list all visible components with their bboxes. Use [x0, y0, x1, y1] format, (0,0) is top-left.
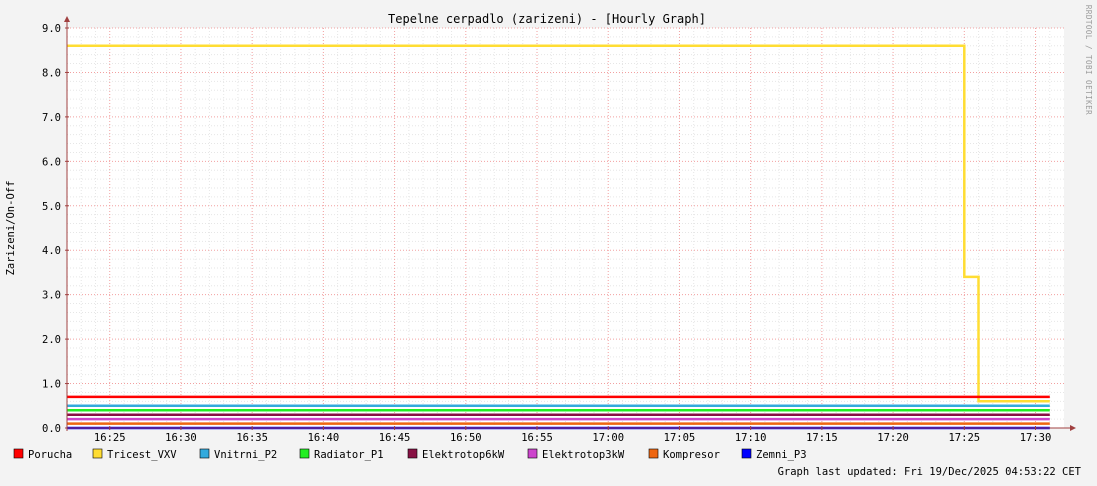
legend-swatch: [199, 448, 210, 459]
x-tick-labels: 16:25 16:30 16:35 16:40 16:45 16:50 16:55 17:00…: [94, 432, 1051, 444]
legend-item-radiator-p1: Radiator_P1: [299, 448, 384, 461]
legend-label: Kompresor: [663, 449, 720, 461]
y-tick-label: 3.0: [42, 290, 61, 302]
y-tick-label: 9.0: [42, 23, 61, 35]
legend-item-vnitrni-p2: Vnitrni_P2: [199, 448, 277, 461]
legend-swatch: [741, 448, 752, 459]
x-tick-label: 17:15: [806, 432, 838, 444]
y-tick-label: 4.0: [42, 245, 61, 257]
y-tick-label: 2.0: [42, 334, 61, 346]
x-tick-label: 17:30: [1020, 432, 1052, 444]
x-tick-label: 16:50: [450, 432, 482, 444]
y-tick-label: 1.0: [42, 379, 61, 391]
legend-swatch: [527, 448, 538, 459]
legend-swatch: [407, 448, 418, 459]
last-updated: Graph last updated: Fri 19/Dec/2025 04:5…: [778, 466, 1082, 478]
watermark: RRDTOOL / TOBI OETIKER: [1084, 5, 1093, 115]
axes: [64, 16, 1076, 431]
y-tick-label: 7.0: [42, 112, 61, 124]
y-axis-label: Zarizeni/On-Off: [5, 181, 17, 276]
chart-title: Tepelne cerpadlo (zarizeni) - [Hourly Gr…: [388, 12, 706, 26]
legend-swatch: [299, 448, 310, 459]
legend-swatch: [92, 448, 103, 459]
legend: Porucha Tricest_VXV Vnitrni_P2 Radiator_P1 E…: [13, 448, 807, 461]
y-axis-arrow: [64, 16, 70, 22]
legend-label: Elektrotop6kW: [422, 449, 505, 461]
grid: [67, 27, 1064, 428]
y-tick-label: 5.0: [42, 201, 61, 213]
x-tick-label: 16:30: [165, 432, 197, 444]
legend-label: Zemni_P3: [756, 449, 807, 461]
legend-item-kompresor: Kompresor: [648, 448, 720, 461]
x-tick-label: 16:25: [94, 432, 126, 444]
legend-item-elektrotop6kw: Elektrotop6kW: [407, 448, 505, 461]
legend-swatch: [13, 448, 24, 459]
legend-item-tricest-vxv: Tricest_VXV: [92, 448, 177, 461]
series-line-tricest-vxv: [67, 44, 1050, 403]
x-axis-arrow: [1070, 425, 1076, 431]
x-tick-label: 17:00: [592, 432, 624, 444]
x-tick-label: 17:05: [664, 432, 696, 444]
legend-label: Elektrotop3kW: [542, 449, 625, 461]
x-tick-label: 17:25: [948, 432, 980, 444]
x-tick-label: 16:40: [308, 432, 340, 444]
y-tick-label: 0.0: [42, 423, 61, 435]
legend-swatch: [648, 448, 659, 459]
y-tick-label: 6.0: [42, 156, 61, 168]
x-tick-label: 17:20: [877, 432, 909, 444]
x-tick-label: 16:45: [379, 432, 411, 444]
legend-item-porucha: Porucha: [13, 448, 72, 461]
y-tick-labels: 0.0 1.0 2.0 3.0 4.0 5.0 6.0 7.0 8.0 9.0: [42, 23, 61, 435]
legend-label: Vnitrni_P2: [214, 449, 277, 461]
legend-label: Porucha: [28, 449, 72, 461]
legend-label: Radiator_P1: [314, 449, 384, 461]
x-tick-label: 17:10: [735, 432, 767, 444]
legend-item-elektrotop3kw: Elektrotop3kW: [527, 448, 625, 461]
x-tick-label: 16:35: [236, 432, 268, 444]
y-tick-label: 8.0: [42, 67, 61, 79]
x-tick-label: 16:55: [521, 432, 553, 444]
legend-label: Tricest_VXV: [107, 449, 177, 461]
legend-item-zemni-p3: Zemni_P3: [741, 448, 807, 461]
